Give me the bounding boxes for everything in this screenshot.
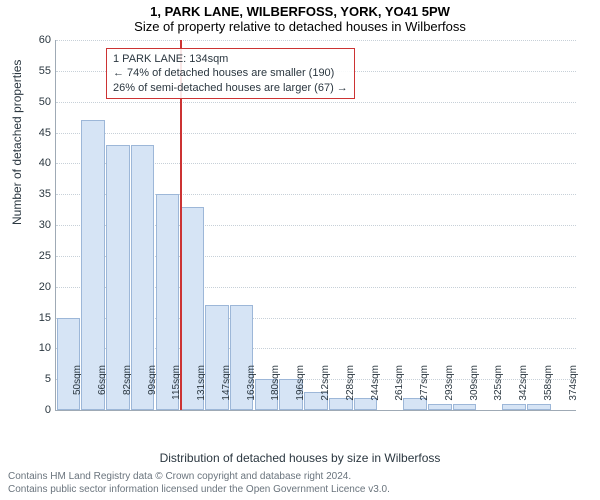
chart-area: 05101520253035404550556050sqm66sqm82sqm9… [55, 40, 575, 410]
chart-container: 1, PARK LANE, WILBERFOSS, YORK, YO41 5PW… [0, 0, 600, 500]
annotation-line-3: 26% of semi-detached houses are larger (… [113, 81, 348, 95]
ytick-label: 10 [21, 342, 51, 354]
ytick-label: 5 [21, 373, 51, 385]
footer-line-2: Contains public sector information licen… [8, 484, 390, 497]
xtick-label: 374sqm [568, 365, 579, 415]
xtick-label: 309sqm [469, 365, 480, 415]
ytick-label: 35 [21, 188, 51, 200]
gridline [56, 133, 576, 134]
ytick-label: 15 [21, 312, 51, 324]
xtick-label: 358sqm [543, 365, 554, 415]
plot-area: 05101520253035404550556050sqm66sqm82sqm9… [55, 40, 576, 411]
gridline [56, 102, 576, 103]
annotation-box: 1 PARK LANE: 134sqm← 74% of detached hou… [106, 48, 355, 99]
ytick-label: 45 [21, 127, 51, 139]
ytick-label: 40 [21, 157, 51, 169]
footer-attribution: Contains HM Land Registry data © Crown c… [8, 471, 390, 496]
ytick-label: 20 [21, 281, 51, 293]
annotation-line-2: ← 74% of detached houses are smaller (19… [113, 66, 348, 80]
annotation-line-1: 1 PARK LANE: 134sqm [113, 52, 348, 66]
ytick-label: 0 [21, 404, 51, 416]
ytick-label: 60 [21, 34, 51, 46]
y-axis-label: Number of detached properties [10, 60, 24, 225]
xtick-label: 244sqm [370, 365, 381, 415]
ytick-label: 25 [21, 250, 51, 262]
ytick-label: 55 [21, 65, 51, 77]
gridline [56, 40, 576, 41]
title-sub: Size of property relative to detached ho… [0, 19, 600, 36]
ytick-label: 30 [21, 219, 51, 231]
footer-line-1: Contains HM Land Registry data © Crown c… [8, 471, 390, 484]
ytick-label: 50 [21, 96, 51, 108]
x-axis-label: Distribution of detached houses by size … [0, 451, 600, 465]
title-main: 1, PARK LANE, WILBERFOSS, YORK, YO41 5PW [0, 0, 600, 19]
